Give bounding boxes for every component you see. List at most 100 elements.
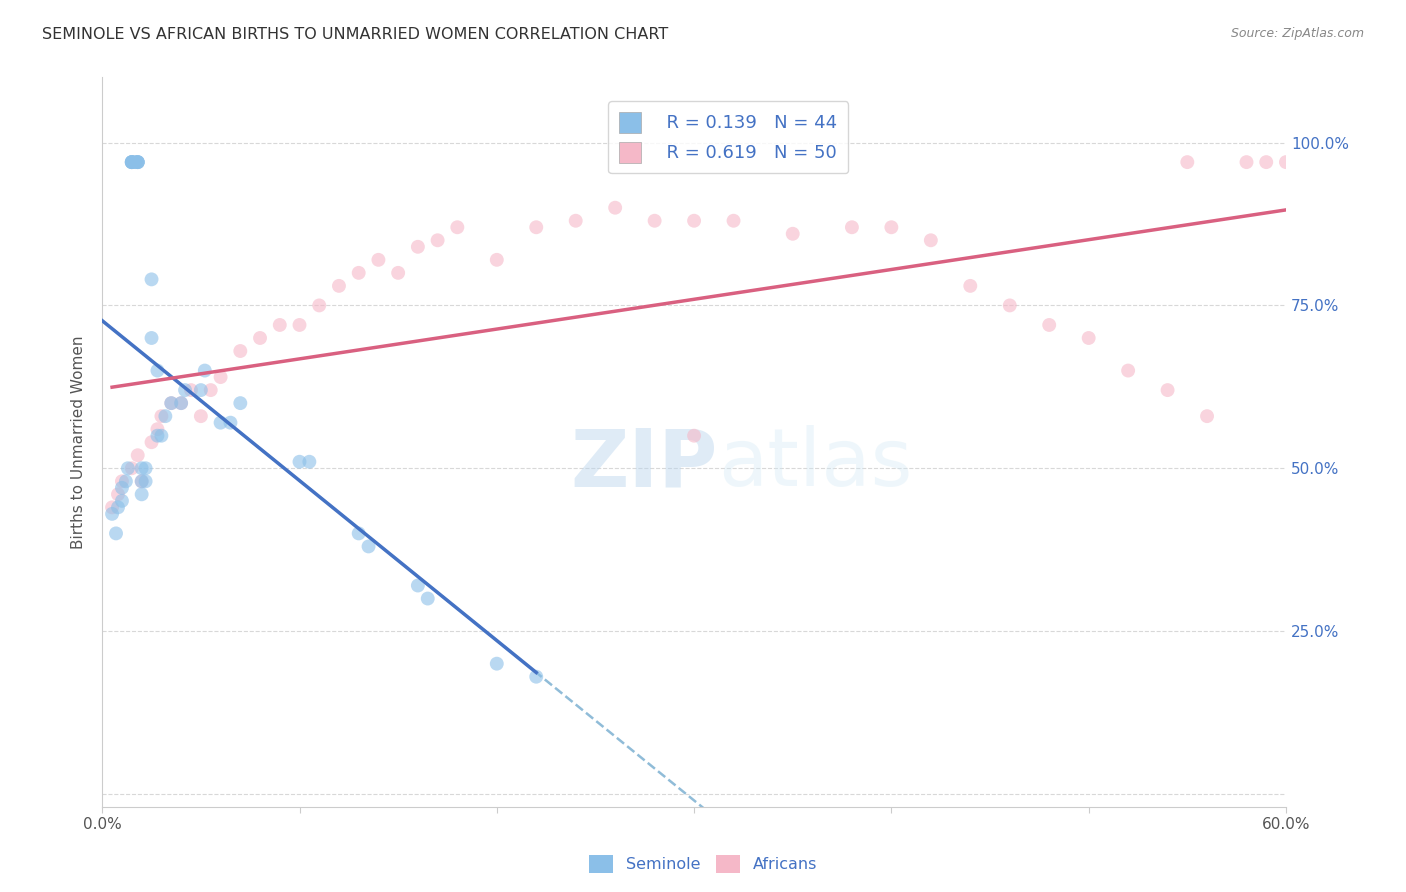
Text: ZIP: ZIP — [571, 425, 717, 503]
Point — [426, 233, 449, 247]
Point — [111, 475, 134, 489]
Point — [605, 201, 627, 215]
Point — [959, 278, 981, 293]
Point — [347, 526, 370, 541]
Point — [298, 455, 321, 469]
Point — [683, 428, 706, 442]
Point — [1195, 409, 1218, 424]
Point — [219, 416, 242, 430]
Point — [141, 331, 163, 345]
Point — [170, 396, 193, 410]
Text: SEMINOLE VS AFRICAN BIRTHS TO UNMARRIED WOMEN CORRELATION CHART: SEMINOLE VS AFRICAN BIRTHS TO UNMARRIED … — [42, 27, 668, 42]
Point — [141, 272, 163, 286]
Point — [107, 487, 129, 501]
Point — [229, 396, 252, 410]
Point — [160, 396, 183, 410]
Point — [146, 428, 169, 442]
Point — [644, 213, 666, 227]
Point — [416, 591, 439, 606]
Point — [524, 220, 547, 235]
Point — [308, 298, 330, 312]
Point — [107, 500, 129, 515]
Point — [105, 526, 128, 541]
Point — [127, 155, 149, 169]
Point — [101, 500, 124, 515]
Point — [155, 409, 177, 424]
Point — [485, 657, 508, 671]
Point — [1116, 363, 1139, 377]
Text: Source: ZipAtlas.com: Source: ZipAtlas.com — [1230, 27, 1364, 40]
Point — [406, 578, 429, 592]
Point — [146, 422, 169, 436]
Point — [101, 507, 124, 521]
Point — [347, 266, 370, 280]
Point — [1175, 155, 1198, 169]
Point — [190, 409, 212, 424]
Point — [229, 344, 252, 359]
Point — [170, 396, 193, 410]
Point — [288, 318, 311, 332]
Point — [249, 331, 271, 345]
Point — [131, 487, 153, 501]
Point — [920, 233, 942, 247]
Point — [406, 240, 429, 254]
Point — [135, 475, 157, 489]
Point — [127, 155, 149, 169]
Text: atlas: atlas — [717, 425, 912, 503]
Legend:   R = 0.139   N = 44,   R = 0.619   N = 50: R = 0.139 N = 44, R = 0.619 N = 50 — [609, 101, 848, 173]
Point — [127, 155, 149, 169]
Point — [367, 252, 389, 267]
Point — [880, 220, 903, 235]
Point — [111, 481, 134, 495]
Point — [190, 383, 212, 397]
Point — [357, 540, 380, 554]
Legend: Seminole, Africans: Seminole, Africans — [582, 848, 824, 880]
Point — [125, 155, 148, 169]
Point — [121, 155, 143, 169]
Point — [1256, 155, 1278, 169]
Point — [121, 155, 143, 169]
Point — [141, 435, 163, 450]
Point — [160, 396, 183, 410]
Point — [115, 475, 138, 489]
Point — [209, 370, 232, 384]
Point — [1236, 155, 1258, 169]
Point — [1038, 318, 1060, 332]
Point — [131, 461, 153, 475]
Point — [841, 220, 863, 235]
Point — [485, 252, 508, 267]
Point — [117, 461, 139, 475]
Point — [194, 363, 217, 377]
Point — [683, 213, 706, 227]
Point — [150, 428, 173, 442]
Point — [524, 670, 547, 684]
Point — [209, 416, 232, 430]
Point — [180, 383, 202, 397]
Point — [121, 461, 143, 475]
Point — [111, 493, 134, 508]
Point — [121, 155, 143, 169]
Point — [174, 383, 197, 397]
Point — [150, 409, 173, 424]
Point — [127, 155, 149, 169]
Y-axis label: Births to Unmarried Women: Births to Unmarried Women — [72, 335, 86, 549]
Point — [1156, 383, 1178, 397]
Point — [998, 298, 1021, 312]
Point — [328, 278, 350, 293]
Point — [723, 213, 745, 227]
Point — [131, 475, 153, 489]
Point — [269, 318, 291, 332]
Point — [127, 448, 149, 462]
Point — [121, 155, 143, 169]
Point — [387, 266, 409, 280]
Point — [146, 363, 169, 377]
Point — [782, 227, 804, 241]
Point — [131, 475, 153, 489]
Point — [135, 461, 157, 475]
Point — [121, 155, 143, 169]
Point — [1077, 331, 1099, 345]
Point — [288, 455, 311, 469]
Point — [200, 383, 222, 397]
Point — [564, 213, 586, 227]
Point — [446, 220, 468, 235]
